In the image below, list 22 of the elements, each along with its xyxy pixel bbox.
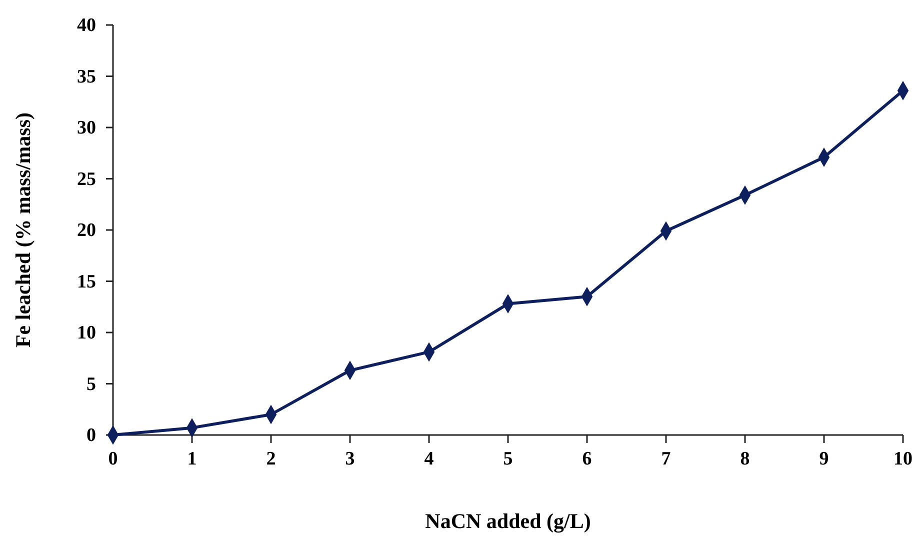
x-tick-label: 0 [108,448,118,470]
y-tick-label: 10 [77,322,96,344]
y-axis-title: Fe leached (% mass/mass) [11,112,35,348]
y-tick-label: 30 [77,118,96,139]
y-tick-label: 0 [86,425,96,446]
y-tick-label: 35 [77,66,96,88]
x-tick-label: 3 [345,448,355,470]
x-tick-label: 8 [740,448,750,470]
x-tick-label: 7 [661,448,672,470]
y-tick-label: 5 [86,374,96,395]
x-tick-label: 10 [894,448,912,470]
x-tick-label: 6 [582,448,592,470]
x-tick-label: 9 [819,448,829,470]
y-tick-label: 40 [77,15,96,36]
x-axis-title: NaCN added (g/L) [425,509,591,533]
x-tick-label: 2 [266,448,276,470]
y-tick-label: 20 [77,220,96,242]
x-tick-label: 5 [503,448,513,470]
y-tick-label: 25 [77,168,96,190]
y-tick-label: 15 [77,271,96,292]
x-tick-label: 1 [187,448,197,470]
x-tick-label: 4 [424,448,434,470]
